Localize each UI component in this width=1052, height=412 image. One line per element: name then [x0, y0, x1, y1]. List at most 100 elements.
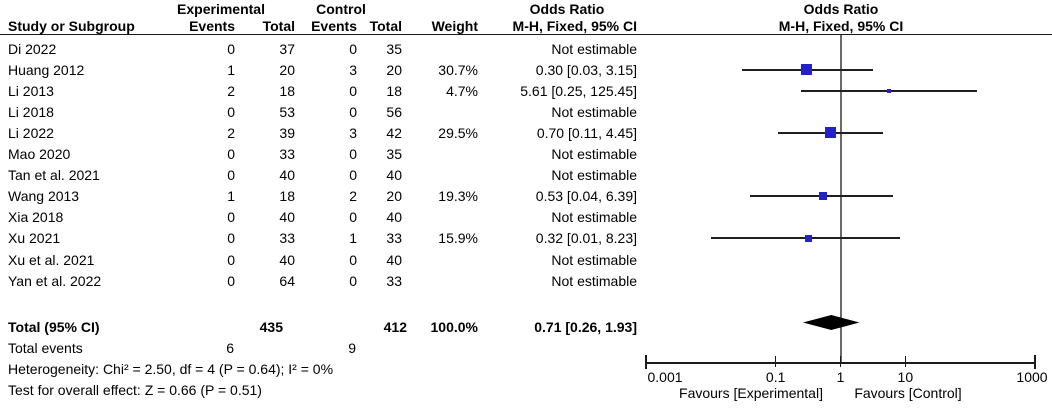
- total-control-value: 56: [386, 103, 402, 120]
- total-events-label: Total events: [8, 339, 83, 356]
- total-experimental-value: 40: [279, 209, 295, 226]
- study-label: Li 2013: [8, 82, 54, 99]
- heterogeneity-stats: Heterogeneity: Chi² = 2.50, df = 4 (P = …: [8, 360, 334, 377]
- study-label: Wang 2013: [8, 188, 80, 205]
- events-experimental-value: 2: [227, 124, 235, 141]
- events-experimental-value: 1: [227, 61, 235, 78]
- total-control-value: 33: [386, 230, 402, 247]
- events-control-value: 3: [349, 124, 357, 141]
- or-ci-text-value: Not estimable: [551, 272, 637, 289]
- total-experimental-value: 64: [279, 272, 295, 289]
- or-ci-text-value: 5.61 [0.25, 125.45]: [520, 82, 637, 99]
- total-events-control: 9: [348, 339, 356, 356]
- study-label: Huang 2012: [8, 61, 85, 78]
- events-experimental-value: 0: [227, 209, 235, 226]
- total-control-value: 412: [383, 318, 407, 335]
- total-control-value: 35: [386, 40, 402, 57]
- header-total-experimental: Total: [262, 18, 295, 34]
- study-label: Mao 2020: [8, 146, 71, 162]
- axis-tick: [645, 355, 647, 369]
- total-control-value: 40: [386, 251, 402, 268]
- or-ci-text-value: Not estimable: [551, 40, 637, 57]
- total-control-value: 40: [386, 209, 402, 226]
- total-experimental-value: 33: [279, 230, 295, 247]
- total-experimental-value: 53: [279, 103, 295, 120]
- events-experimental-value: 0: [227, 230, 235, 247]
- header-weight: Weight: [431, 18, 478, 34]
- events-control-value: 0: [349, 272, 357, 289]
- events-control-value: 1: [349, 230, 357, 247]
- study-label: Li 2018: [8, 103, 54, 120]
- total-control-value: 20: [386, 188, 402, 205]
- total-weight-value: 100.0%: [430, 318, 478, 335]
- total-or-ci-value: 0.71 [0.26, 1.93]: [534, 318, 637, 335]
- events-control-value: 0: [349, 82, 357, 99]
- axis-tick-label: 0.001: [647, 369, 683, 385]
- total-control-value: 33: [386, 272, 402, 289]
- or-ci-text-value: 0.32 [0.01, 8.23]: [535, 230, 637, 247]
- weight-value: 15.9%: [438, 230, 478, 247]
- total-control-value: 18: [386, 82, 402, 99]
- total-control-value: 35: [386, 146, 402, 162]
- events-experimental-value: 0: [227, 251, 235, 268]
- null-effect-line: [839, 35, 842, 364]
- or-marker: [887, 88, 892, 93]
- or-marker: [804, 234, 812, 242]
- total-experimental-value: 435: [259, 318, 283, 335]
- or-marker: [801, 64, 813, 76]
- header-group-odds-ratio-plot: Odds Ratio: [803, 1, 879, 17]
- or-ci-text-value: 0.70 [0.11, 4.45]: [536, 124, 637, 141]
- header-group-control: Control: [316, 1, 366, 17]
- or-marker: [824, 127, 836, 139]
- axis-tick: [774, 356, 777, 367]
- or-ci-text-value: Not estimable: [551, 103, 637, 120]
- total-control-value: 20: [386, 61, 402, 78]
- header-group-odds-ratio-text: Odds Ratio: [529, 1, 605, 17]
- study-label: Li 2022: [8, 124, 54, 141]
- events-control-value: 0: [349, 146, 357, 162]
- events-control-value: 0: [349, 103, 357, 120]
- axis-tick-label: 10: [897, 369, 914, 385]
- axis-tick: [904, 356, 907, 367]
- or-ci-text-value: 0.30 [0.03, 3.15]: [535, 61, 637, 78]
- total-experimental-value: 33: [279, 146, 295, 162]
- favours-control-label: Favours [Control]: [854, 385, 962, 401]
- study-label: Tan et al. 2021: [8, 167, 100, 184]
- total-experimental-value: 20: [279, 61, 295, 78]
- header-total-control: Total: [369, 18, 402, 34]
- favours-experimental-label: Favours [Experimental]: [679, 385, 823, 401]
- events-control-value: 3: [349, 61, 357, 78]
- total-row-label: Total (95% CI): [8, 318, 100, 335]
- header-underline: [0, 33, 1052, 35]
- axis-tick-label: 0.1: [765, 369, 786, 385]
- events-experimental-value: 0: [227, 103, 235, 120]
- axis-tick-label: 1000: [1016, 369, 1048, 385]
- events-experimental-value: 0: [227, 167, 235, 184]
- study-label: Yan et al. 2022: [8, 272, 102, 289]
- header-events-experimental: Events: [189, 18, 235, 34]
- header-mh-fixed-ci-text: M-H, Fixed, 95% CI: [512, 18, 637, 34]
- events-control-value: 0: [349, 40, 357, 57]
- overall-effect-stats: Test for overall effect: Z = 0.66 (P = 0…: [8, 381, 262, 398]
- events-control-value: 0: [349, 167, 357, 184]
- total-control-value: 40: [386, 167, 402, 184]
- or-ci-text-value: 0.53 [0.04, 6.39]: [535, 188, 637, 205]
- events-control-value: 0: [349, 251, 357, 268]
- total-control-value: 42: [386, 124, 402, 141]
- or-ci-text-value: Not estimable: [551, 167, 637, 184]
- total-events-experimental: 6: [226, 339, 234, 356]
- or-marker: [818, 192, 827, 201]
- weight-value: 4.7%: [446, 82, 478, 99]
- events-experimental-value: 0: [227, 272, 235, 289]
- events-experimental-value: 0: [227, 40, 235, 57]
- events-experimental-value: 2: [227, 82, 235, 99]
- events-control-value: 2: [349, 188, 357, 205]
- total-experimental-value: 40: [279, 167, 295, 184]
- axis-tick-label: 1: [836, 369, 845, 385]
- or-ci-text-value: Not estimable: [551, 251, 637, 268]
- study-label: Xia 2018: [8, 209, 64, 226]
- events-control-value: 0: [349, 209, 357, 226]
- header-events-control: Events: [311, 18, 357, 34]
- axis-tick: [839, 356, 842, 367]
